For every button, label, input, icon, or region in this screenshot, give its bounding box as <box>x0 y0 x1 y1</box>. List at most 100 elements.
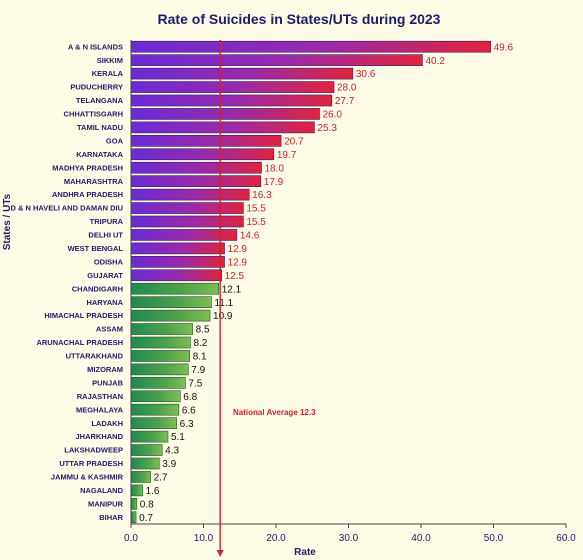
bar <box>130 296 212 308</box>
value-label: 17.9 <box>264 177 284 188</box>
x-tick-label: 10.0 <box>194 533 214 544</box>
value-label: 0.8 <box>140 499 154 510</box>
value-label: 4.3 <box>165 446 179 457</box>
category-label: ASSAM <box>96 325 123 334</box>
bar <box>130 215 244 228</box>
bar <box>130 403 180 416</box>
value-label: 12.9 <box>228 244 248 255</box>
value-label: 12.1 <box>222 284 242 295</box>
bar <box>130 336 191 349</box>
category-label: TELANGANA <box>76 96 124 105</box>
national-average-label: National Average 12.3 <box>233 408 316 417</box>
bar <box>130 498 138 510</box>
x-tick-label: 60.0 <box>556 533 576 544</box>
x-tick-label: 0.0 <box>124 533 138 544</box>
x-tick-label: 50.0 <box>484 533 504 544</box>
bar <box>130 350 191 362</box>
category-label: MANIPUR <box>88 499 124 508</box>
bar <box>130 430 169 443</box>
x-tick-label: 30.0 <box>339 533 359 544</box>
x-axis-label: Rate <box>294 547 316 558</box>
value-label: 2.7 <box>154 473 168 484</box>
bar <box>130 108 320 120</box>
category-label: HARYANA <box>86 298 123 307</box>
category-label: NAGALAND <box>80 486 123 495</box>
bar <box>130 94 333 107</box>
bar <box>130 161 262 174</box>
bar <box>130 175 262 187</box>
category-label: HIMACHAL PRADESH <box>44 311 123 320</box>
value-label: 20.7 <box>284 136 304 147</box>
x-tick-label: 40.0 <box>411 533 431 544</box>
value-label: 25.3 <box>317 123 337 134</box>
category-label: ARUNACHAL PRADESH <box>36 338 123 347</box>
category-label: JHARKHAND <box>75 432 123 441</box>
bar <box>130 417 177 429</box>
category-label: MEGHALAYA <box>76 405 124 414</box>
category-label: WEST BENGAL <box>68 244 124 253</box>
category-label: TRIPURA <box>90 217 124 226</box>
bar <box>130 444 163 456</box>
bar <box>130 282 220 295</box>
value-label: 40.2 <box>425 56 445 67</box>
category-label: LAKSHADWEEP <box>64 446 123 455</box>
bar <box>130 135 282 147</box>
value-label: 27.7 <box>335 96 355 107</box>
category-label: DELHI UT <box>88 231 123 240</box>
bar <box>130 484 143 497</box>
value-label: 6.6 <box>182 405 196 416</box>
value-label: 11.1 <box>214 298 233 309</box>
bar <box>130 67 354 80</box>
x-tick-label: 20.0 <box>266 533 286 544</box>
value-label: 49.6 <box>494 42 514 53</box>
value-label: 26.0 <box>323 110 343 121</box>
bar <box>130 229 238 241</box>
category-label: MIZORAM <box>87 365 123 374</box>
bar <box>130 457 160 470</box>
bar <box>130 202 244 214</box>
bar <box>130 242 225 255</box>
bar <box>130 81 335 93</box>
value-label: 14.6 <box>240 231 260 242</box>
category-label: PUDUCHERRY <box>70 83 123 92</box>
category-label: RAJASTHAN <box>77 392 123 401</box>
category-label: UTTARAKHAND <box>66 352 124 361</box>
bar <box>130 309 211 322</box>
category-label: CHANDIGARH <box>72 284 123 293</box>
value-label: 10.9 <box>213 311 233 322</box>
value-label: 7.9 <box>191 365 205 376</box>
category-label: UTTAR PRADESH <box>59 459 123 468</box>
national-average-arrow <box>216 550 224 557</box>
chart-title: Rate of Suicides in States/UTs during 20… <box>158 11 441 27</box>
category-label: KERALA <box>92 69 124 78</box>
value-label: 8.5 <box>196 325 210 336</box>
value-label: 15.5 <box>246 204 266 215</box>
y-axis-label: States / UTs <box>2 193 13 250</box>
category-label: MADHYA PRADESH <box>52 163 123 172</box>
bar <box>130 323 193 335</box>
bar <box>130 377 186 389</box>
value-label: 19.7 <box>277 150 297 161</box>
value-label: 6.8 <box>183 392 197 403</box>
category-labels: A & N ISLANDS SIKKIM KERALA PUDUCHERRY TELAN… <box>11 42 124 522</box>
x-ticks: 0.0 10.0 20.0 30.0 40.0 50.0 60.0 <box>124 524 576 544</box>
category-label: GOA <box>106 136 124 145</box>
bar <box>130 121 315 134</box>
category-label: LADAKH <box>91 419 123 428</box>
category-label: PUNJAB <box>92 378 123 387</box>
category-label: KARNATAKA <box>76 150 123 159</box>
category-label: A & N ISLANDS <box>68 42 123 51</box>
bar <box>130 363 189 376</box>
value-label: 1.6 <box>146 486 160 497</box>
category-label: TAMIL NADU <box>77 123 123 132</box>
bar <box>130 471 151 483</box>
value-label: 3.9 <box>162 459 176 470</box>
category-label: D & N HAVELI AND DAMAN DIU <box>11 204 124 213</box>
value-label: 8.1 <box>193 352 207 363</box>
value-label: 5.1 <box>171 432 185 443</box>
bar <box>130 54 423 66</box>
bar <box>130 390 181 403</box>
bar <box>130 188 250 201</box>
category-label: ODISHA <box>94 257 124 266</box>
